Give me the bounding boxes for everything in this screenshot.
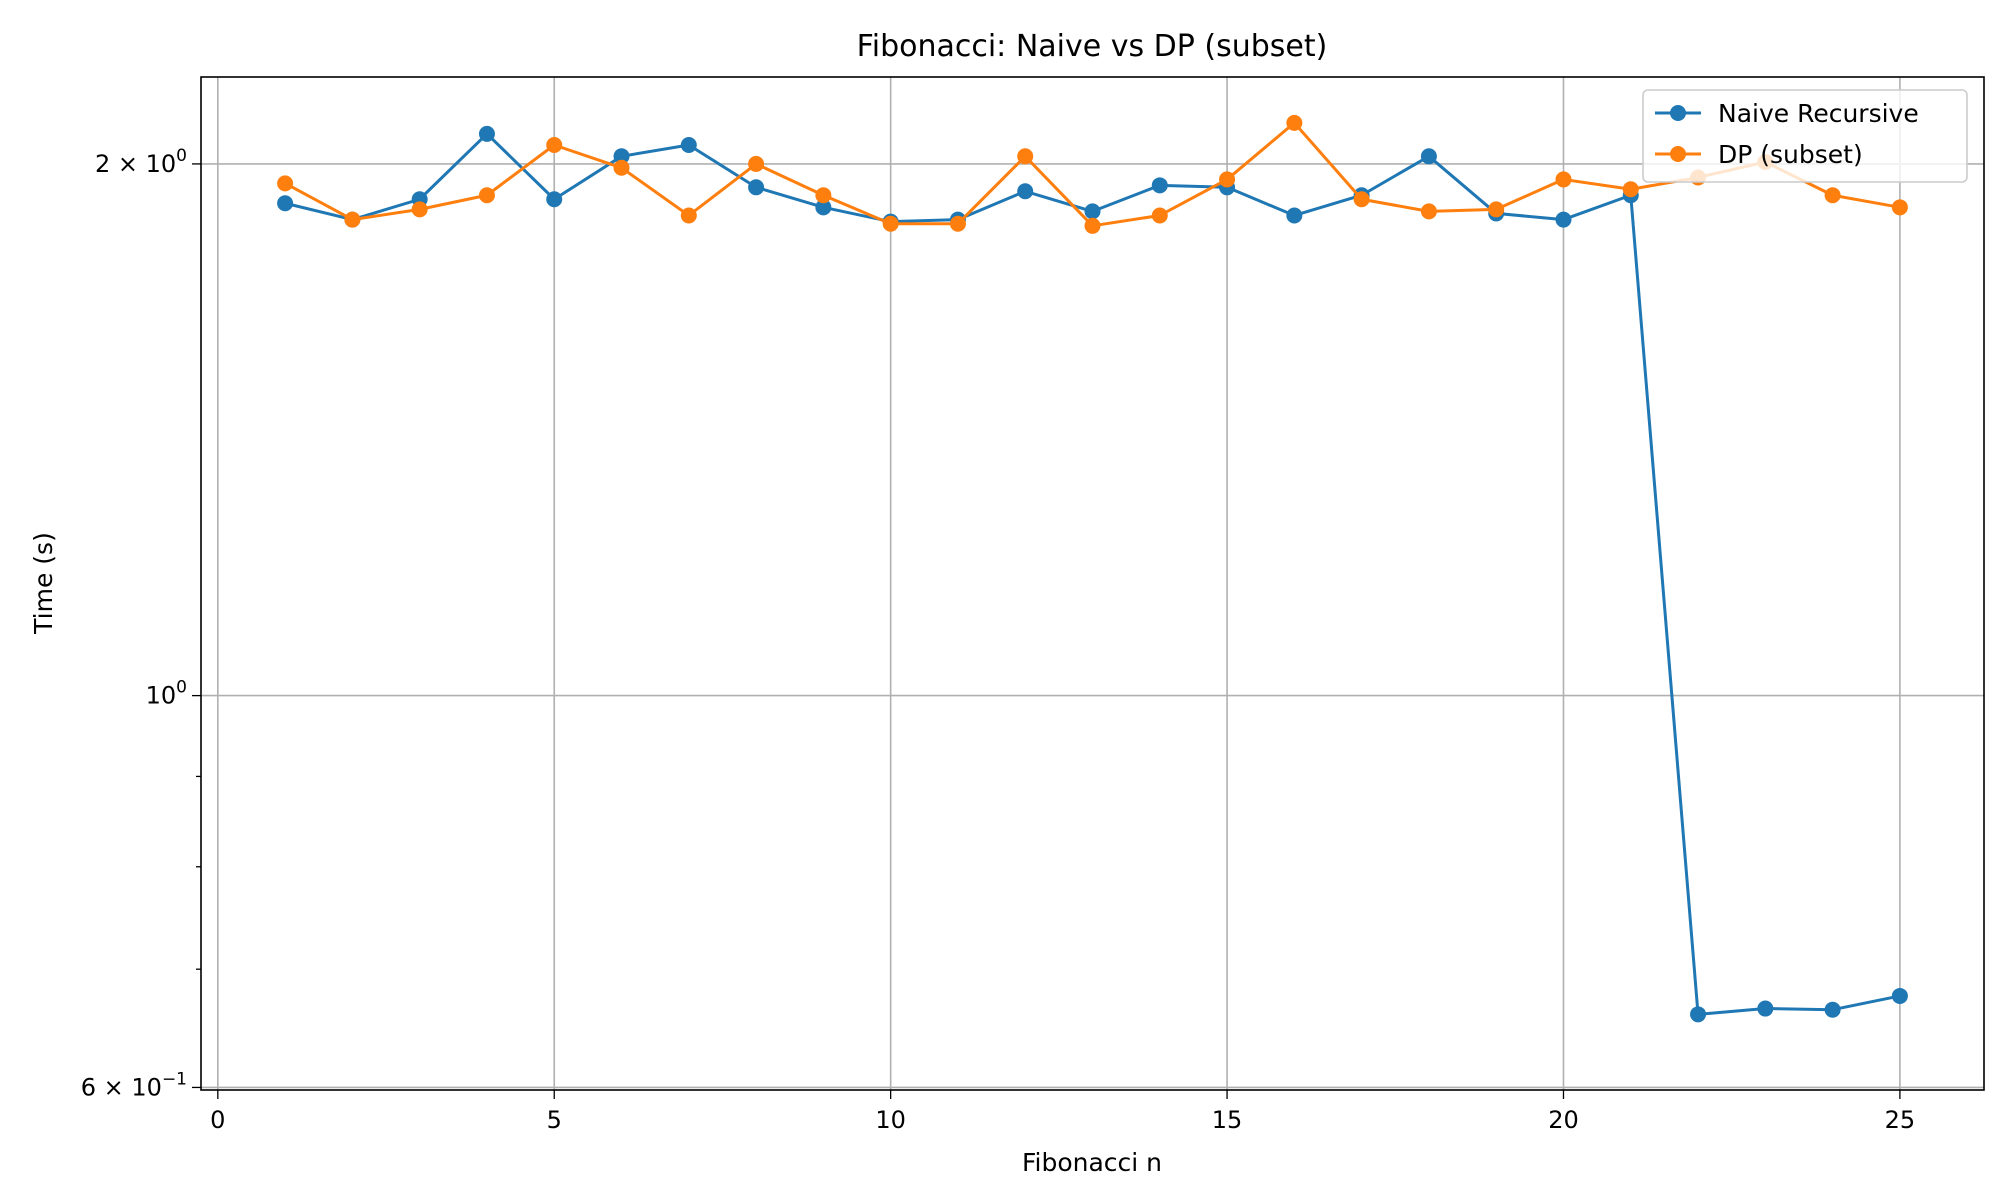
data-point-dp-subset bbox=[1420, 203, 1437, 220]
plot-background bbox=[201, 77, 1984, 1090]
data-point-dp-subset bbox=[1622, 181, 1639, 198]
data-point-dp-subset bbox=[546, 136, 563, 153]
data-point-dp-subset bbox=[478, 187, 495, 204]
data-point-dp-subset bbox=[1891, 199, 1908, 216]
data-point-naive-recursive bbox=[1891, 987, 1908, 1004]
data-point-dp-subset bbox=[1151, 207, 1168, 224]
data-point-dp-subset bbox=[613, 159, 630, 176]
y-tick-label: 6 × 10−1 bbox=[81, 1069, 187, 1101]
data-point-naive-recursive bbox=[478, 125, 495, 142]
data-point-dp-subset bbox=[1353, 191, 1370, 208]
plot-frame bbox=[200, 76, 1985, 1091]
data-point-naive-recursive bbox=[748, 179, 765, 196]
data-point-naive-recursive bbox=[1757, 1000, 1774, 1017]
chart-title: Fibonacci: Naive vs DP (subset) bbox=[857, 29, 1328, 64]
x-axis-ticks: 0 5 10 15 20 25 bbox=[210, 1090, 1915, 1134]
data-point-dp-subset bbox=[344, 211, 361, 228]
data-point-naive-recursive bbox=[680, 136, 697, 153]
data-point-dp-subset bbox=[1286, 114, 1303, 131]
y-axis-ticks: 6 × 10−1 100 2 × 100 bbox=[81, 146, 201, 1101]
x-tick-label: 20 bbox=[1548, 1106, 1579, 1134]
x-tick-label: 25 bbox=[1885, 1106, 1916, 1134]
data-point-dp-subset bbox=[1824, 187, 1841, 204]
data-point-naive-recursive bbox=[1824, 1001, 1841, 1018]
data-point-dp-subset bbox=[411, 201, 428, 218]
data-point-naive-recursive bbox=[546, 191, 563, 208]
y-tick-label: 2 × 100 bbox=[95, 146, 187, 178]
data-point-naive-recursive bbox=[1690, 1006, 1707, 1023]
data-point-naive-recursive bbox=[277, 195, 294, 212]
legend: Naive Recursive DP (subset) bbox=[1642, 89, 1968, 183]
y-axis-label: Time (s) bbox=[29, 532, 58, 635]
data-point-dp-subset bbox=[680, 207, 697, 224]
x-tick-label: 10 bbox=[875, 1106, 906, 1134]
data-point-dp-subset bbox=[815, 187, 832, 204]
data-point-dp-subset bbox=[882, 215, 899, 232]
data-point-naive-recursive bbox=[815, 199, 832, 216]
legend-label-dp-subset: DP (subset) bbox=[1718, 140, 1863, 169]
legend-marker-naive-recursive bbox=[1670, 105, 1686, 121]
data-point-naive-recursive bbox=[1017, 183, 1034, 200]
data-point-dp-subset bbox=[748, 155, 765, 172]
x-tick-label: 0 bbox=[210, 1106, 225, 1134]
x-axis-label: Fibonacci n bbox=[1022, 1148, 1162, 1177]
x-tick-label: 5 bbox=[547, 1106, 562, 1134]
data-point-naive-recursive bbox=[613, 148, 630, 165]
legend-marker-dp-subset bbox=[1670, 146, 1686, 162]
legend-label-naive-recursive: Naive Recursive bbox=[1718, 99, 1919, 128]
data-point-naive-recursive bbox=[1286, 207, 1303, 224]
data-point-dp-subset bbox=[949, 215, 966, 232]
y-tick-label: 100 bbox=[146, 678, 187, 710]
x-tick-label: 15 bbox=[1212, 1106, 1243, 1134]
data-point-dp-subset bbox=[1084, 217, 1101, 234]
data-point-dp-subset bbox=[1555, 171, 1572, 188]
data-point-naive-recursive bbox=[1420, 148, 1437, 165]
data-point-dp-subset bbox=[1488, 201, 1505, 218]
data-point-dp-subset bbox=[1219, 171, 1236, 188]
data-point-dp-subset bbox=[1017, 148, 1034, 165]
legend-box bbox=[1642, 89, 1968, 183]
data-point-naive-recursive bbox=[1555, 211, 1572, 228]
data-point-naive-recursive bbox=[1084, 203, 1101, 220]
data-point-naive-recursive bbox=[1151, 177, 1168, 194]
data-point-dp-subset bbox=[277, 175, 294, 192]
